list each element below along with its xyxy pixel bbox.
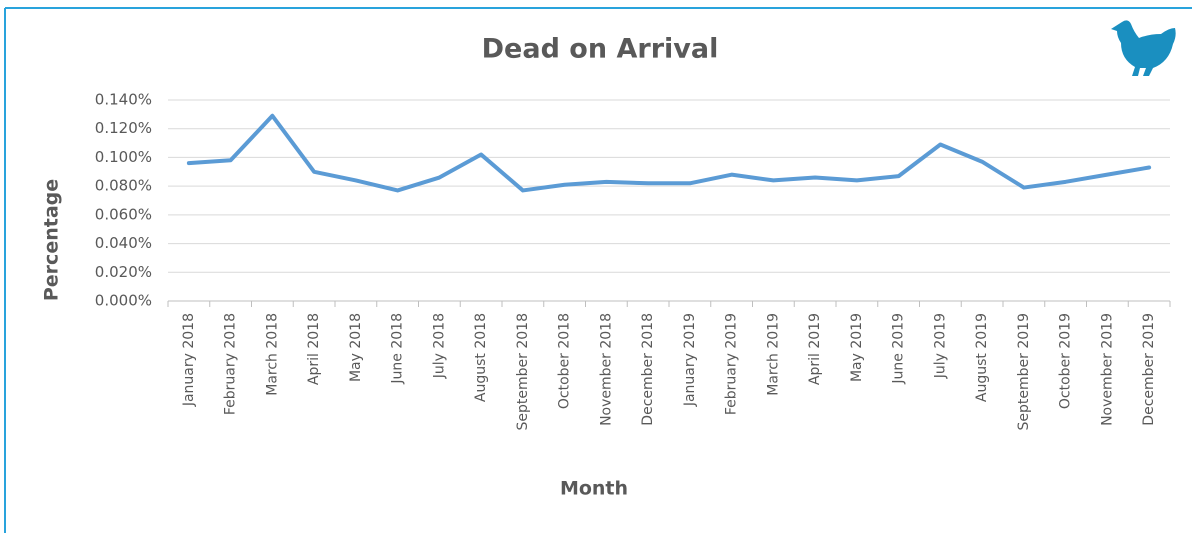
y-tick-label: 0.140% bbox=[95, 91, 152, 109]
x-tick-label: September 2019 bbox=[1016, 313, 1032, 430]
x-tick-label: June 2019 bbox=[891, 313, 907, 385]
x-tick-label: December 2018 bbox=[640, 313, 656, 426]
x-tick-label: October 2018 bbox=[557, 313, 573, 409]
y-tick-label: 0.100% bbox=[95, 148, 152, 166]
x-tick-label: May 2018 bbox=[348, 313, 364, 382]
data-line bbox=[186, 113, 1152, 193]
chart-title: Dead on Arrival bbox=[482, 34, 719, 65]
y-tick-label: 0.080% bbox=[95, 177, 152, 195]
x-tick-label: May 2019 bbox=[849, 313, 865, 382]
x-tick-label: March 2018 bbox=[264, 313, 280, 396]
y-tick-label: 0.060% bbox=[95, 205, 152, 223]
y-tick-label: 0.020% bbox=[95, 263, 152, 281]
x-tick-label: December 2019 bbox=[1141, 313, 1157, 426]
x-tick-label: February 2018 bbox=[223, 313, 239, 415]
x-tick-label: November 2018 bbox=[598, 313, 614, 426]
x-tick-label: July 2019 bbox=[932, 313, 948, 379]
y-tick-label: 0.000% bbox=[95, 292, 152, 310]
x-tick-label: September 2018 bbox=[515, 313, 531, 430]
x-tick-label: January 2018 bbox=[181, 313, 197, 407]
x-tick-label: April 2019 bbox=[807, 313, 823, 385]
chicken-icon bbox=[1111, 20, 1176, 76]
x-tick-label: August 2018 bbox=[473, 313, 489, 402]
x-tick-label: October 2019 bbox=[1058, 313, 1074, 409]
x-tick-label: February 2019 bbox=[724, 313, 740, 415]
x-tick-label: March 2019 bbox=[765, 313, 781, 396]
x-tick-label: July 2018 bbox=[431, 313, 447, 379]
x-tick-label: June 2018 bbox=[390, 313, 406, 385]
x-axis-title: Month bbox=[560, 478, 628, 500]
x-tick-label: August 2019 bbox=[974, 313, 990, 402]
x-tick-label: January 2019 bbox=[682, 313, 698, 407]
y-tick-label: 0.120% bbox=[95, 119, 152, 137]
y-axis-title: Percentage bbox=[41, 179, 63, 301]
x-tick-label: November 2019 bbox=[1099, 313, 1115, 426]
y-tick-label: 0.040% bbox=[95, 234, 152, 252]
x-tick-label: April 2018 bbox=[306, 313, 322, 385]
